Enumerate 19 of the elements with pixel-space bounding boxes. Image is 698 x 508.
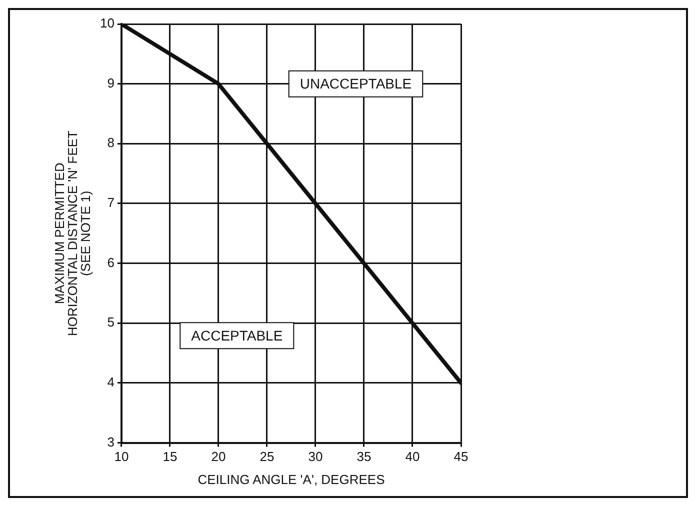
y-tick-label: 3 (107, 434, 114, 450)
y-tick-label: 5 (107, 314, 114, 330)
x-axis-title: CEILING ANGLE 'A', DEGREES (198, 472, 386, 487)
y-tick-label: 10 (100, 16, 114, 31)
x-tick-label: 20 (211, 449, 226, 464)
y-tick-label: 7 (107, 195, 114, 210)
x-tick-label: 45 (454, 449, 468, 464)
y-tick-label: 4 (107, 374, 114, 390)
x-tick-label: 40 (405, 449, 420, 464)
x-tick-label: 15 (162, 449, 178, 464)
x-tick-label: 25 (260, 449, 274, 464)
annotation: UNACCEPTABLE (300, 76, 412, 92)
x-tick-label: 35 (356, 449, 372, 464)
y-tick-label: 6 (107, 254, 114, 270)
y-tick-label: 9 (107, 75, 114, 90)
y-axis-title: MAXIMUM PERMITTED HORIZONTAL DISTANCE 'N' FEET (SEE NOTE 1) (52, 130, 94, 336)
annotation: ACCEPTABLE (191, 327, 283, 344)
y-tick-label: 8 (107, 135, 114, 150)
x-tick-label: 30 (308, 449, 323, 464)
